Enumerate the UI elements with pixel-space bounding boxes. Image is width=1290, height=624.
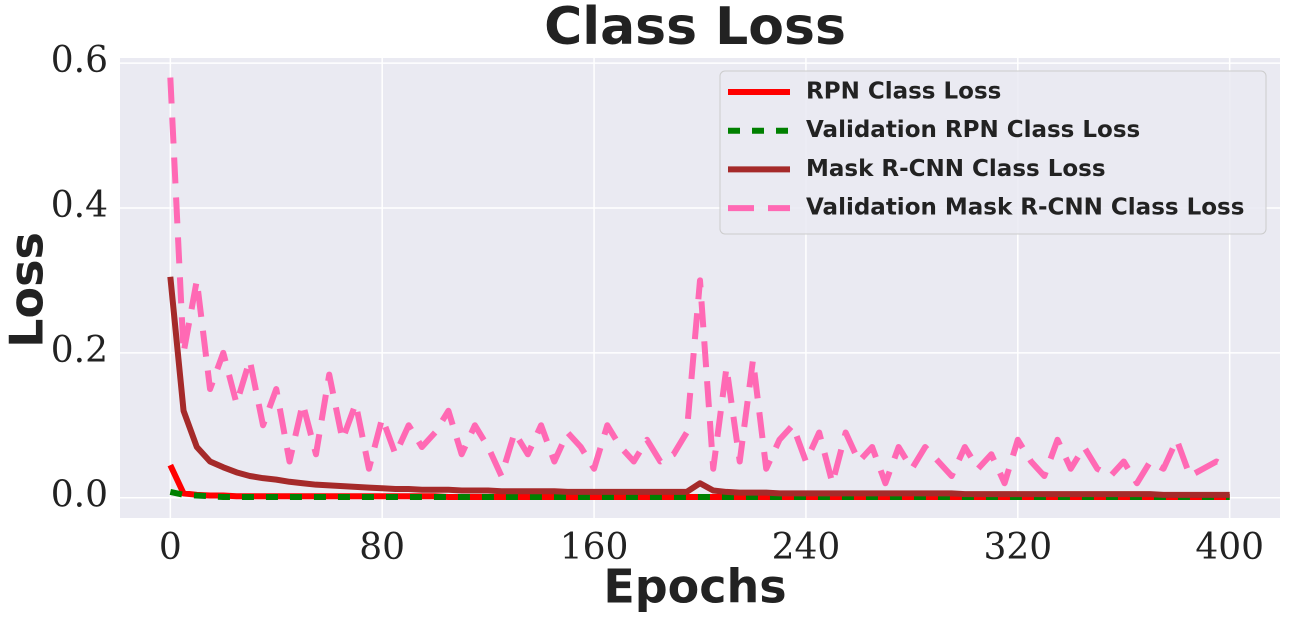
legend-label: RPN Class Loss: [806, 79, 1001, 105]
x-tick-label: 0: [159, 527, 182, 568]
legend-label: Validation Mask R-CNN Class Loss: [806, 195, 1244, 221]
x-tick-label: 400: [1195, 527, 1264, 568]
y-tick-label: 0.6: [51, 40, 108, 81]
line-series: [167, 77, 1232, 487]
legend-label: Validation RPN Class Loss: [806, 117, 1140, 143]
y-tick-label: 0.2: [51, 330, 108, 371]
x-axis-label: Epochs: [603, 560, 786, 614]
x-tick-label: 160: [560, 527, 629, 568]
y-axis-label: Loss: [0, 232, 54, 348]
x-tick-label: 80: [359, 527, 405, 568]
legend-box: [719, 70, 1267, 235]
y-tick-label: 0.4: [51, 185, 108, 226]
x-tick-label: 320: [983, 527, 1052, 568]
y-tick-label: 0.0: [51, 475, 108, 516]
line-series: [169, 488, 1230, 500]
chart-title: Class Loss: [544, 0, 846, 57]
x-tick-label: 240: [772, 527, 841, 568]
line-series: [167, 276, 1230, 498]
legend-label: Mask R-CNN Class Loss: [806, 156, 1106, 182]
